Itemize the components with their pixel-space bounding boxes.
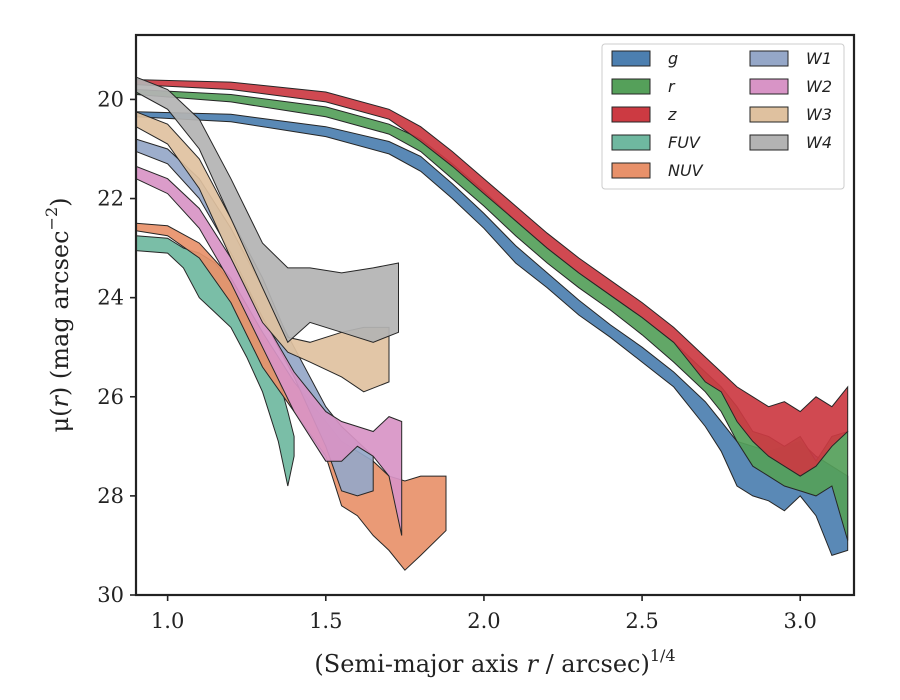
x-tick-label: 1.5	[309, 609, 342, 633]
legend-label: r	[668, 77, 676, 96]
legend-swatch	[749, 50, 789, 67]
legend-swatch	[611, 106, 651, 123]
band-g	[136, 111, 849, 557]
y-axis: 20 22 24 26 28 30	[97, 87, 136, 607]
y-axis-label: μ(r) (mag arcsec−2)	[42, 197, 74, 432]
legend-label: W3	[806, 105, 832, 124]
x-axis-label-part-3: / arcsec)	[538, 650, 650, 678]
legend-swatch	[749, 78, 789, 95]
y-axis-label-part-1: μ(	[46, 408, 74, 433]
legend-item-w4: W4	[749, 133, 832, 152]
legend-item-fuv: FUV	[611, 133, 701, 152]
legend-label: FUV	[668, 133, 701, 152]
y-tick-label: 20	[97, 87, 124, 111]
y-axis-label-part-3: ) (mag arcsec	[46, 230, 74, 396]
legend-item-nuv: NUV	[611, 161, 704, 180]
legend-item-w2: W2	[749, 77, 832, 96]
plot-frame	[134, 33, 856, 597]
series-bands	[136, 76, 849, 571]
legend-label: W1	[806, 49, 832, 68]
y-tick-label: 24	[97, 286, 124, 310]
legend: grz FUV NUV W1 W2 W3 W4	[601, 43, 845, 190]
legend-label: NUV	[668, 161, 704, 180]
y-tick-label: 22	[97, 187, 124, 211]
x-axis-label: (Semi-major axis r / arcsec)1/4	[314, 646, 675, 678]
x-axis-label-exponent: 1/4	[650, 646, 676, 665]
y-axis-label-part-2: r	[46, 395, 74, 408]
legend-item-z: z	[611, 105, 677, 124]
legend-swatch	[749, 134, 789, 151]
x-tick-label: 3.0	[784, 609, 817, 633]
legend-item-w3: W3	[749, 105, 832, 124]
y-tick-label: 30	[97, 583, 124, 607]
legend-label: z	[667, 105, 677, 124]
band-z	[136, 79, 849, 477]
legend-swatch	[611, 78, 651, 95]
x-tick-label: 1.0	[151, 609, 184, 633]
legend-label: W4	[806, 133, 832, 152]
legend-swatch	[611, 50, 651, 67]
legend-item-g: g	[611, 49, 678, 68]
band-w4	[136, 76, 399, 344]
legend-swatch	[749, 106, 789, 123]
x-tick-label: 2.0	[467, 609, 500, 633]
legend-label: W2	[806, 77, 832, 96]
y-axis-label-exponent: −2	[42, 207, 61, 231]
x-axis-label-part-2: r	[526, 650, 539, 678]
y-axis-label-part-5: )	[46, 197, 74, 206]
legend-swatch	[611, 162, 651, 179]
x-axis: 1.0 1.5 2.0 2.5 3.0	[151, 595, 817, 633]
x-tick-label: 2.5	[625, 609, 658, 633]
legend-item-r: r	[611, 77, 676, 96]
y-tick-label: 26	[97, 385, 124, 409]
y-tick-label: 28	[97, 484, 124, 508]
legend-item-w1: W1	[749, 49, 832, 68]
x-axis-label-part-1: (Semi-major axis	[314, 650, 526, 678]
legend-swatch	[611, 134, 651, 151]
legend-label: g	[668, 49, 678, 68]
